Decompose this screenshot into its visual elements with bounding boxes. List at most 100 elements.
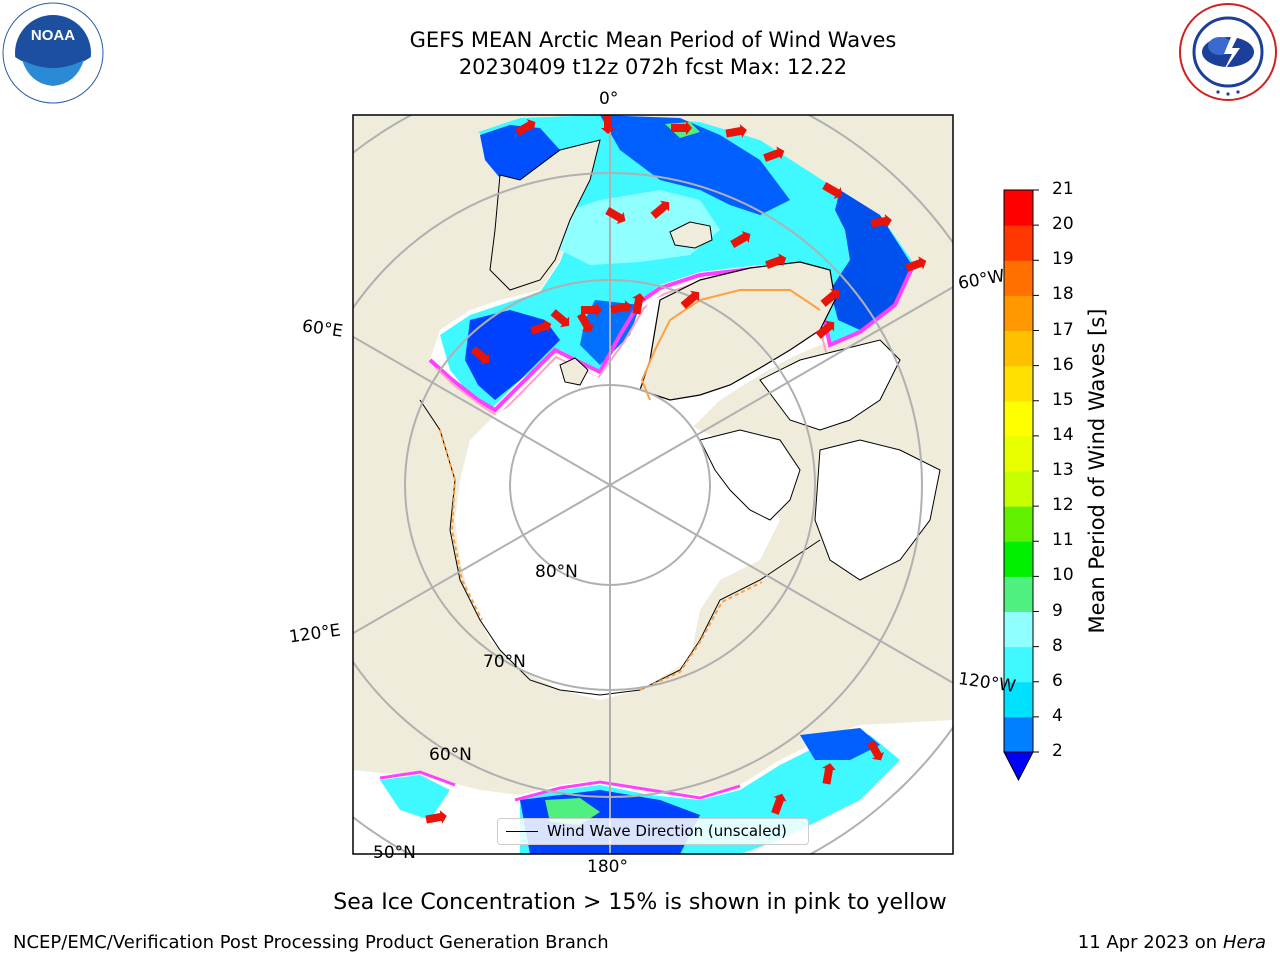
colorbar-tick-label: 4	[1052, 705, 1063, 726]
meridian-120w	[609, 484, 953, 685]
wave-direction-arrow	[605, 207, 626, 225]
colorbar-segment	[1004, 471, 1033, 507]
lat-label-50n: 50°N	[373, 843, 416, 863]
footer-date: 11 Apr 2023 on Hera	[1078, 932, 1266, 953]
iceland	[669, 221, 713, 249]
chart-subtitle: 20230409 t12z 072h fcst Max: 12.22	[458, 55, 848, 79]
colorbar-segment	[1004, 330, 1033, 367]
colorbar-segment	[1004, 260, 1033, 296]
wave-field-blue	[600, 115, 790, 215]
colorbar-tick-label: 11	[1052, 530, 1074, 551]
colorbar-tick-label: 19	[1052, 249, 1074, 270]
colorbar-segment	[1004, 295, 1033, 331]
wave-direction-arrows	[425, 115, 927, 824]
wave-direction-arrow	[725, 124, 747, 138]
colorbar-segment	[1004, 576, 1033, 612]
colorbar-segment	[1004, 611, 1033, 648]
wave-direction-arrow	[815, 320, 835, 339]
colorbar-segment	[1004, 716, 1033, 753]
ice-edge-bering	[379, 770, 741, 802]
wave-direction-arrow	[650, 200, 670, 219]
wave-direction-arrow	[680, 290, 700, 309]
wave-field-blue-2	[830, 190, 912, 330]
wave-direction-arrow	[765, 253, 787, 269]
colorbar-tick-label: 17	[1052, 319, 1074, 340]
wave-direction-arrow	[601, 115, 615, 134]
wave-field-light	[540, 190, 720, 265]
wave-direction-arrow	[550, 309, 570, 328]
legend-line-swatch	[506, 831, 538, 832]
wave-direction-arrow	[822, 182, 843, 200]
wave-direction-arrow	[870, 214, 892, 228]
map-frame	[352, 114, 954, 855]
meridian-60w	[609, 285, 953, 486]
wave-direction-arrow	[771, 793, 787, 815]
alaska-ice-edge	[639, 581, 763, 691]
scandinavia	[489, 139, 601, 291]
colorbar-segment	[1004, 681, 1033, 718]
colorbar-segment	[1004, 506, 1033, 542]
colorbar-tick-label: 20	[1052, 214, 1074, 235]
noaa-logo: NOAA	[2, 2, 104, 104]
wave-direction-arrow	[610, 300, 632, 314]
canadian-archipelago	[699, 429, 801, 521]
siberia-ice-edge	[439, 429, 483, 621]
lon-label-180: 180°	[587, 857, 628, 877]
wave-direction-arrow	[671, 121, 692, 135]
arctic-ice-interior	[455, 285, 780, 700]
wave-direction-arrow	[530, 319, 552, 335]
colorbar-segment	[1004, 435, 1033, 472]
colorbar-tick-label: 10	[1052, 565, 1074, 586]
meridian-120e	[353, 484, 611, 635]
nws-logo	[1179, 3, 1277, 101]
bering-blue-2	[800, 728, 880, 760]
colorbar-segment	[1004, 225, 1033, 261]
siberia-coast	[419, 399, 601, 696]
meridian-60e	[353, 335, 611, 486]
greenland-east-coast	[640, 289, 821, 401]
ice-edge-atlantic	[428, 265, 914, 413]
colorbar-tick-label: 16	[1052, 354, 1074, 375]
wave-direction-arrow	[515, 118, 536, 136]
colorbar-tick-label: 14	[1052, 424, 1074, 445]
wave-direction-arrow	[470, 346, 490, 365]
colorbar-segment	[1004, 646, 1033, 683]
colorbar-tick-label: 15	[1052, 389, 1074, 410]
map-legend: Wind Wave Direction (unscaled)	[497, 818, 809, 845]
lat-label-80n: 80°N	[535, 562, 578, 582]
footer-host: Hera	[1222, 932, 1266, 953]
wave-direction-arrow	[905, 256, 927, 272]
colorbar-segment	[1004, 190, 1033, 226]
colorbar-segment	[1004, 400, 1033, 437]
wave-direction-arrow	[867, 740, 885, 761]
wave-direction-arrow	[822, 763, 836, 785]
lon-label-0: 0°	[599, 89, 619, 109]
hudson-bay	[814, 439, 941, 581]
footer-credit: NCEP/EMC/Verification Post Processing Pr…	[13, 932, 609, 953]
wave-direction-arrow	[820, 288, 840, 307]
svalbard	[559, 357, 589, 386]
wave-direction-arrow	[581, 303, 602, 317]
colorbar	[1003, 189, 1039, 782]
colorbar-label: Mean Period of Wind Waves [s]	[1085, 308, 1109, 634]
noaa-logo-text: NOAA	[31, 27, 75, 44]
footer-date-text: 11 Apr 2023 on	[1077, 932, 1218, 953]
colorbar-segment	[1004, 365, 1033, 402]
colorbar-tick-label: 2	[1052, 741, 1063, 761]
colorbar-segment	[1004, 541, 1033, 577]
colorbar-tick-label: 21	[1052, 179, 1074, 199]
colorbar-tick-label: 12	[1052, 495, 1074, 516]
colorbar-tick-label: 18	[1052, 284, 1074, 305]
colorbar-tick-label: 9	[1052, 600, 1063, 621]
colorbar-tick-label: 13	[1052, 460, 1074, 480]
okhotsk-wave-field	[380, 775, 450, 820]
graticule	[353, 115, 953, 854]
wave-direction-arrow	[425, 810, 447, 824]
colorbar-tick-label: 8	[1052, 635, 1063, 656]
wave-direction-arrow	[730, 230, 751, 248]
wave-direction-arrow	[763, 146, 785, 162]
lat-label-60n: 60°N	[429, 745, 472, 765]
ice-caption: Sea Ice Concentration > 15% is shown in …	[333, 890, 947, 915]
wave-direction-arrow	[577, 312, 595, 333]
